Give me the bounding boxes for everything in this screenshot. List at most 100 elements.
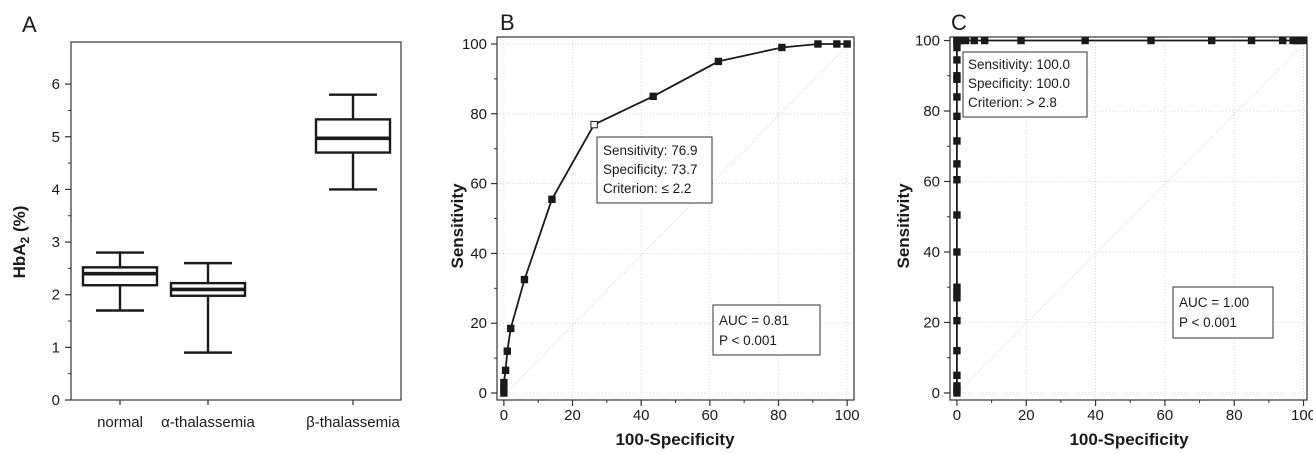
panel-b-ticks: 0 20 40 60 80 100 0 20 40 60 80 100 <box>462 36 860 424</box>
y-tick-label: 80 <box>470 106 487 123</box>
x-tick-label: 20 <box>1018 407 1035 424</box>
roc-point <box>953 346 961 355</box>
roc-point <box>778 43 786 52</box>
panel-a-x-tick-label: β-thalassemia <box>306 414 400 431</box>
panel-c-criterion-line-1: Sensitivity: 100.0 <box>968 57 1070 72</box>
roc-point <box>1147 36 1155 45</box>
roc-point <box>1017 36 1025 45</box>
roc-point <box>961 36 970 45</box>
x-tick-label: 0 <box>953 407 961 424</box>
roc-point <box>714 57 723 66</box>
roc-point <box>1279 36 1287 45</box>
panel-c-criterion-line-3: Criterion: > 2.8 <box>968 95 1057 110</box>
y-tick-label: 80 <box>923 103 940 120</box>
roc-line <box>956 39 1304 393</box>
panel-a-x-tick-label: normal <box>97 414 143 431</box>
roc-point <box>953 211 961 219</box>
panel-b-auc-box: AUC = 0.81 P < 0.001 <box>712 304 821 356</box>
roc-point <box>843 40 851 48</box>
box-iqr <box>314 118 392 154</box>
roc-point <box>501 366 510 375</box>
panel-a-y-tick-label: 5 <box>52 129 60 146</box>
panel-c-roc-curve <box>953 36 1308 397</box>
y-tick-label: 60 <box>923 173 940 190</box>
panel-c-frame <box>949 36 1308 401</box>
roc-point <box>1247 36 1256 45</box>
x-tick-label: 40 <box>633 407 650 424</box>
x-tick-label: 40 <box>1087 407 1104 424</box>
panel-b-criterion-line-3: Criterion: ≤ 2.2 <box>603 181 691 196</box>
x-tick-label: 100 <box>835 407 860 424</box>
panel-a-y-tick-label: 1 <box>52 339 60 356</box>
x-tick-label: 60 <box>701 407 718 424</box>
y-tick-label: 100 <box>915 33 940 50</box>
panel-c: C Sensitivity 100-Specificity 0 20 40 60 80 1… <box>894 10 1313 449</box>
panel-c-auc-line-1: AUC = 1.00 <box>1179 295 1249 310</box>
roc-point <box>649 92 657 101</box>
roc-point <box>953 248 961 256</box>
box-3 <box>314 93 392 191</box>
panel-b-auc-frame <box>712 304 821 356</box>
panel-c-criterion-box: Sensitivity: 100.0 Specificity: 100.0 Cr… <box>962 51 1088 118</box>
roc-point <box>953 137 961 145</box>
panel-c-letter: C <box>951 10 967 35</box>
box-1 <box>81 251 159 312</box>
panel-b-auc-line-1: AUC = 0.81 <box>719 313 789 328</box>
x-tick-label: 20 <box>564 407 581 424</box>
roc-point-criterion <box>590 120 598 129</box>
x-tick-label: 60 <box>1157 407 1174 424</box>
roc-point <box>548 195 556 204</box>
roc-point <box>520 275 529 284</box>
roc-point <box>1081 36 1089 45</box>
roc-point <box>953 160 961 168</box>
roc-point <box>1299 36 1308 45</box>
x-tick-label: 80 <box>770 407 787 424</box>
y-tick-label: 20 <box>470 315 487 332</box>
box-iqr <box>81 266 159 287</box>
panel-b-criterion-line-2: Specificity: 73.7 <box>603 162 698 177</box>
panel-a-x-tick-label: α-thalassemia <box>161 414 255 431</box>
panel-a-letter: A <box>22 12 37 37</box>
panel-a-y-tick-label: 0 <box>52 392 60 409</box>
y-tick-label: 100 <box>462 36 487 53</box>
panel-c-auc-box: AUC = 1.00 P < 0.001 <box>1172 286 1274 339</box>
roc-point <box>833 40 841 48</box>
panel-b-roc-curve <box>500 40 851 397</box>
panel-c-ticks: 0 20 40 60 80 100 0 20 40 60 80 100 <box>915 33 1313 424</box>
panel-b: B Sensitivity 100-Specificity 0 20 40 60 80 1… <box>448 10 860 449</box>
roc-point <box>980 36 989 45</box>
panel-a-x-ticks: normal α-thalassemia β-thalassemia <box>97 400 400 431</box>
panel-a-y-tick-label: 2 <box>52 287 60 304</box>
panel-c-auc-frame <box>1172 286 1274 339</box>
panel-a-frame <box>70 41 402 401</box>
y-tick-label: 0 <box>932 385 940 402</box>
roc-point <box>500 378 508 387</box>
roc-point <box>953 176 961 184</box>
y-tick-label: 60 <box>470 176 487 193</box>
roc-point <box>953 56 961 64</box>
panel-b-auc-line-2: P < 0.001 <box>719 333 777 348</box>
roc-point <box>1207 36 1216 45</box>
roc-point <box>503 347 511 355</box>
panel-a: A HbA2 (%) 0 1 2 3 4 5 6 normal α-thalassemia β-… <box>10 12 402 431</box>
panel-a-y-tick-label: 3 <box>52 234 60 251</box>
panel-c-ylabel: Sensitivity <box>894 183 913 269</box>
panel-b-criterion-frame <box>596 136 713 204</box>
panel-a-y-ticks: 0 1 2 3 4 5 6 <box>52 76 71 409</box>
panel-c-criterion-line-2: Specificity: 100.0 <box>968 76 1070 91</box>
roc-point <box>953 93 961 101</box>
y-tick-label: 40 <box>923 244 940 261</box>
panel-b-criterion-line-1: Sensitivity: 76.9 <box>603 143 698 158</box>
x-tick-label: 80 <box>1226 407 1243 424</box>
roc-point <box>953 112 961 120</box>
panel-b-xlabel: 100-Specificity <box>615 430 735 449</box>
panel-c-auc-line-2: P < 0.001 <box>1179 315 1237 330</box>
y-tick-label: 40 <box>470 245 487 262</box>
panel-a-y-tick-label: 6 <box>52 76 60 93</box>
roc-point <box>507 324 515 333</box>
panel-a-boxes <box>81 93 392 354</box>
x-tick-label: 100 <box>1291 407 1313 424</box>
panel-b-ylabel: Sensitivity <box>448 183 467 269</box>
box-2 <box>169 261 247 354</box>
